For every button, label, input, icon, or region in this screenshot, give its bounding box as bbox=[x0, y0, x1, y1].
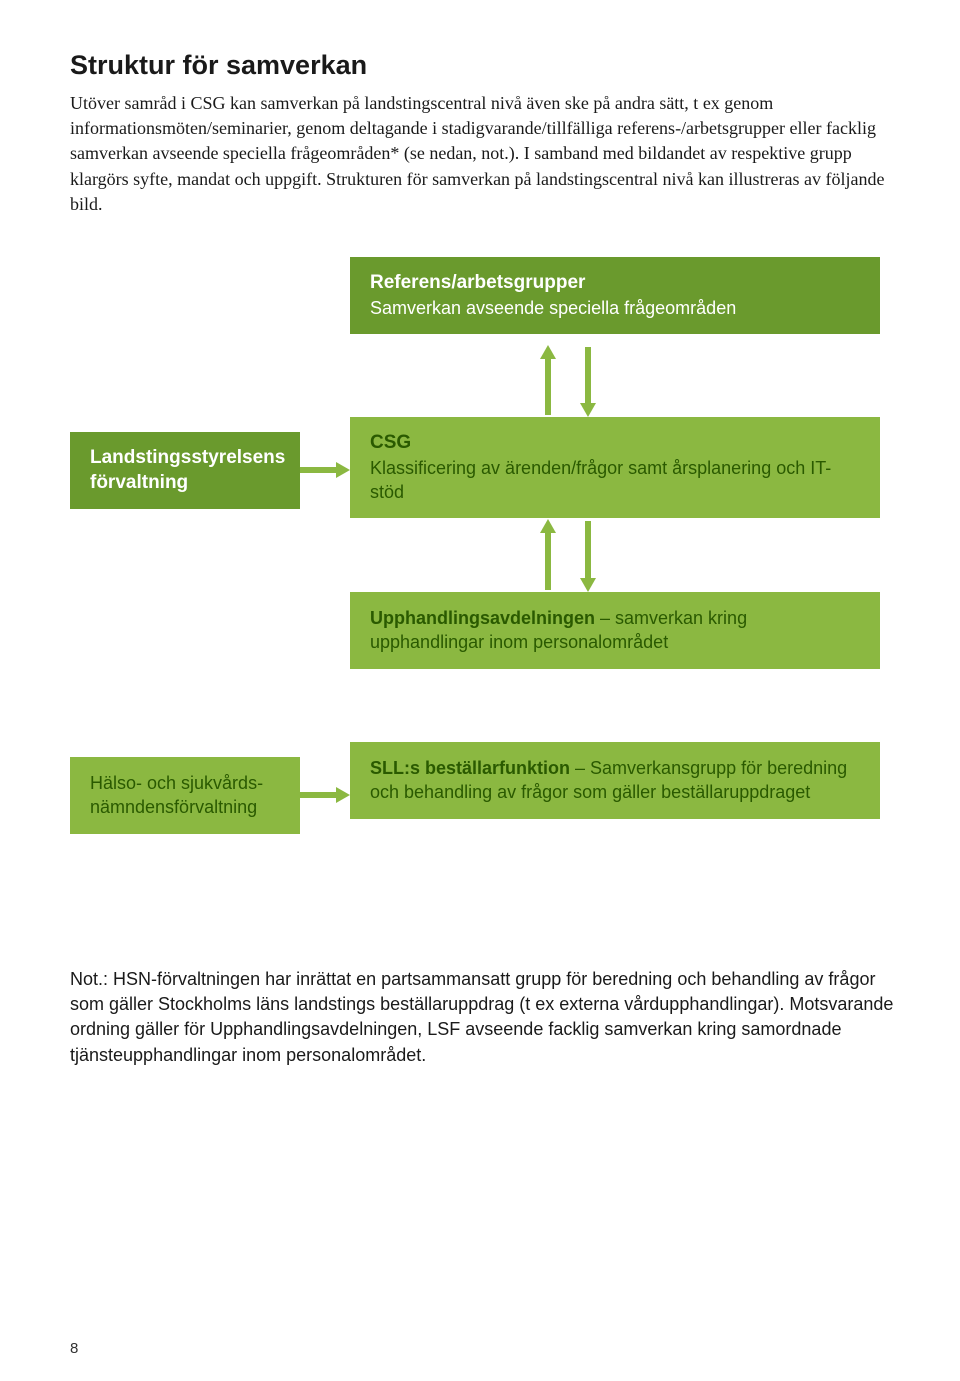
box-referens-title: Referens/arbetsgrupper bbox=[370, 271, 860, 296]
intro-paragraph: Utöver samråd i CSG kan samverkan på lan… bbox=[70, 91, 900, 217]
page-title: Struktur för samverkan bbox=[70, 50, 900, 81]
arrow-right-hsn-sll bbox=[300, 787, 350, 803]
box-hsn-title: Hälso- och sjukvårds­nämndensförvaltning bbox=[90, 771, 280, 820]
box-referens: Referens/arbetsgrupper Samverkan avseend… bbox=[350, 257, 880, 334]
box-upphandling: Upphandlingsavdelningen – samverkan krin… bbox=[350, 592, 880, 669]
box-sll-title: SLL:s beställarfunktion bbox=[370, 758, 570, 778]
arrow-right-lsf-csg bbox=[300, 462, 350, 478]
structure-diagram: Referens/arbetsgrupper Samverkan avseend… bbox=[70, 257, 900, 957]
box-csg: CSG Klassificering av ärenden/frågor sam… bbox=[350, 417, 880, 518]
box-sll-line: SLL:s beställarfunktion – Samverkansgrup… bbox=[370, 756, 860, 805]
arrow-up-ref-csg bbox=[540, 345, 556, 417]
page-number: 8 bbox=[70, 1340, 78, 1357]
box-upp-line: Upphandlingsavdelningen – samverkan krin… bbox=[370, 606, 860, 655]
box-sll: SLL:s beställarfunktion – Samverkansgrup… bbox=[350, 742, 880, 819]
arrow-up-csg-upp bbox=[540, 519, 556, 592]
box-referens-sub: Samverkan avseende speciella frågeområde… bbox=[370, 296, 860, 320]
box-hsn: Hälso- och sjukvårds­nämndensförvaltning bbox=[70, 757, 300, 834]
box-lsf-title: Landstingsstyrelsens förvaltning bbox=[90, 446, 280, 495]
box-csg-title: CSG bbox=[370, 431, 860, 456]
box-upp-title: Upphandlingsavdelningen bbox=[370, 608, 595, 628]
footnote: Not.: HSN-förvaltningen har inrättat en … bbox=[70, 967, 900, 1068]
box-lsf: Landstingsstyrelsens förvaltning bbox=[70, 432, 300, 509]
arrow-down-csg-upp bbox=[580, 519, 596, 592]
box-csg-sub: Klassificering av ärenden/frågor samt år… bbox=[370, 456, 860, 505]
arrow-down-ref-csg bbox=[580, 345, 596, 417]
